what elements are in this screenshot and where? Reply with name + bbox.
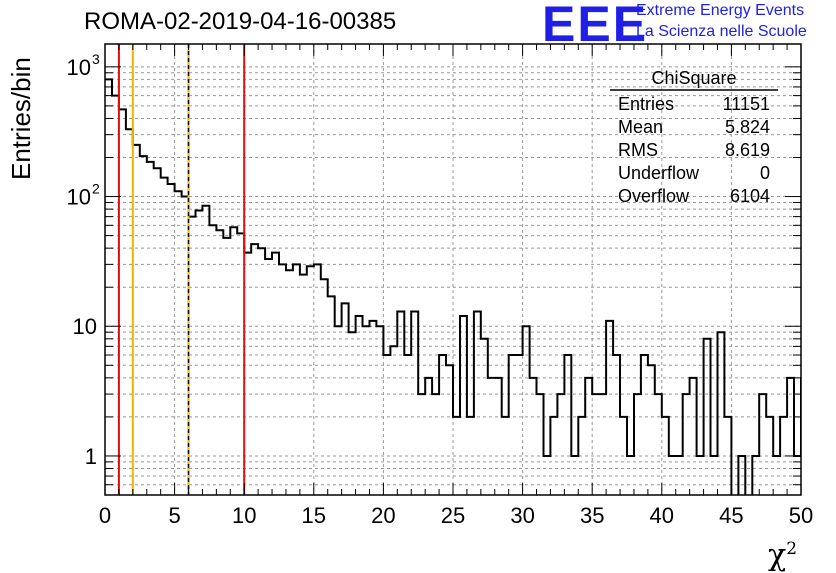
x-tick-label: 20 (371, 503, 395, 528)
logo-text-line2: La Scienza nelle Scuole (636, 23, 807, 40)
x-tick-label: 35 (580, 503, 604, 528)
y-tick-label-exponent: 3 (92, 51, 100, 67)
stats-label-underflow: Underflow (618, 163, 700, 183)
stats-value-overflow: 6104 (730, 186, 770, 206)
logo-text-line1: Extreme Energy Events (636, 2, 805, 19)
x-tick-label: 5 (168, 503, 180, 528)
x-tick-label: 25 (441, 503, 465, 528)
stats-label-entries: Entries (618, 94, 674, 114)
y-tick-label: 10 (67, 185, 91, 210)
stats-label-rms: RMS (618, 140, 658, 160)
histogram-series (105, 78, 801, 495)
x-tick-label: 15 (302, 503, 326, 528)
x-axis-label-text: χ (768, 538, 787, 573)
stats-value-underflow: 0 (760, 163, 770, 183)
y-tick-label: 1 (85, 444, 97, 469)
y-tick-label: 10 (73, 314, 97, 339)
y-axis-label: Entries/bin (6, 57, 36, 180)
y-tick-label: 10 (67, 55, 91, 80)
stats-value-rms: 8.619 (725, 140, 770, 160)
stats-title: ChiSquare (651, 68, 736, 88)
stats-label-mean: Mean (618, 117, 663, 137)
chart-title: ROMA-02-2019-04-16-00385 (84, 8, 397, 35)
x-tick-label: 40 (650, 503, 674, 528)
x-axis-label-sup: 2 (786, 539, 798, 559)
stats-value-entries: 11151 (723, 94, 770, 114)
x-tick-label: 0 (99, 503, 111, 528)
x-tick-label: 45 (719, 503, 743, 528)
x-tick-label: 10 (232, 503, 256, 528)
stats-label-overflow: Overflow (618, 186, 690, 206)
x-axis-label: χ2 (768, 538, 797, 573)
x-tick-label: 30 (510, 503, 534, 528)
eee-logo: EEE (542, 0, 649, 52)
y-tick-label-exponent: 2 (92, 181, 100, 197)
stats-value-mean: 5.824 (725, 117, 770, 137)
x-tick-label: 50 (789, 503, 813, 528)
